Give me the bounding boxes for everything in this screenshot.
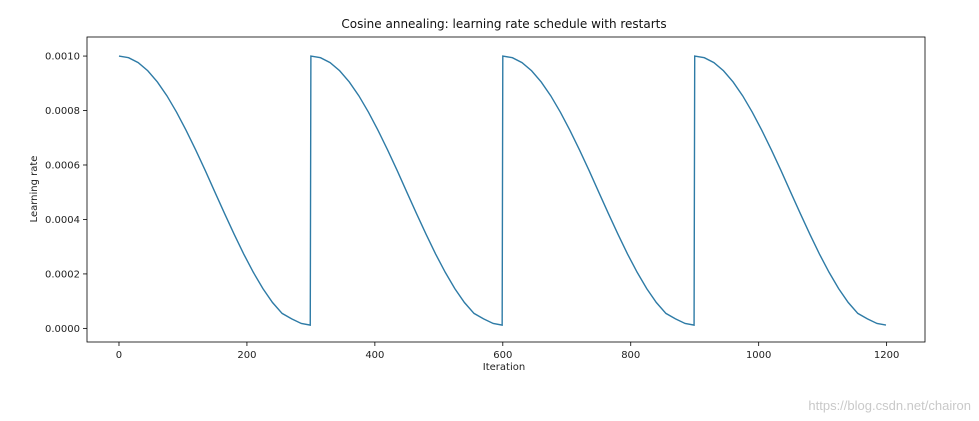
x-tick-label: 1000 xyxy=(746,350,771,361)
y-axis: 0.0000 0.0002 0.0004 0.0006 0.0008 0.0010 xyxy=(45,52,87,335)
x-tick-label: 200 xyxy=(237,350,256,361)
y-tick-label: 0.0008 xyxy=(45,106,80,117)
y-tick-label: 0.0010 xyxy=(45,52,80,63)
series-line xyxy=(118,55,887,326)
plot-area xyxy=(86,36,926,343)
y-tick-label: 0.0002 xyxy=(45,269,80,280)
x-tick-label: 600 xyxy=(493,350,512,361)
x-tick-label: 1200 xyxy=(874,350,899,361)
y-tick-label: 0.0000 xyxy=(45,324,80,335)
chart-title: Cosine annealing: learning rate schedule… xyxy=(341,17,666,31)
x-axis: 0 200 400 600 800 1000 1200 xyxy=(116,342,899,361)
x-axis-label: Iteration xyxy=(483,362,525,373)
y-axis-label: Learning rate xyxy=(29,156,40,223)
y-tick-label: 0.0006 xyxy=(45,160,80,171)
x-tick-label: 800 xyxy=(621,350,640,361)
x-tick-label: 0 xyxy=(116,350,122,361)
y-tick-label: 0.0004 xyxy=(45,215,80,226)
x-tick-label: 400 xyxy=(365,350,384,361)
watermark: https://blog.csdn.net/chairon xyxy=(808,398,971,413)
